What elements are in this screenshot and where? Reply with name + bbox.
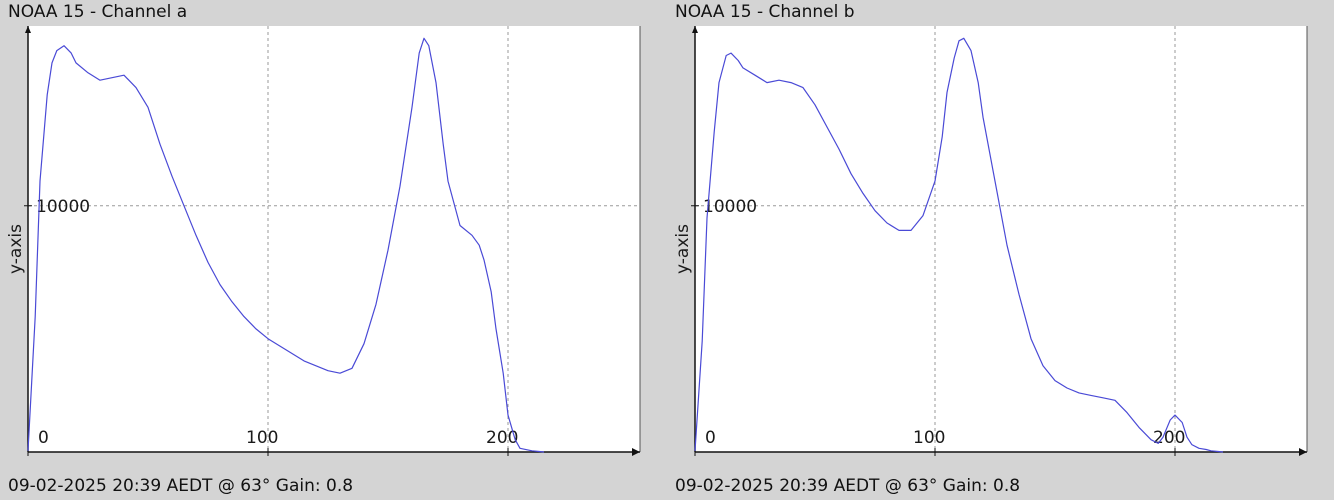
x-axis-arrow xyxy=(632,448,640,456)
x-tick-label: 200 xyxy=(486,428,518,448)
x-tick-label: 0 xyxy=(705,428,716,448)
x-tick-label: 100 xyxy=(246,428,278,448)
plot-background xyxy=(28,26,640,452)
y-axis-arrow xyxy=(692,26,698,33)
y-tick-label: 10000 xyxy=(703,197,757,217)
x-tick-label: 0 xyxy=(38,428,49,448)
plot-background xyxy=(695,26,1307,452)
status-line: 09-02-2025 20:39 AEDT @ 63° Gain: 0.8 xyxy=(675,476,1021,496)
series-line xyxy=(27,37,545,453)
y-axis-label: y-axis xyxy=(6,224,26,274)
chart-title: NOAA 15 - Channel a xyxy=(8,2,188,22)
chart-panel-b: NOAA 15 - Channel b 0 100 200 10000 y-axis 0… xyxy=(667,0,1334,500)
y-axis-arrow xyxy=(25,26,31,33)
series-line xyxy=(694,37,1224,453)
status-line: 09-02-2025 20:39 AEDT @ 63° Gain: 0.8 xyxy=(8,476,354,496)
x-tick-label: 200 xyxy=(1153,428,1185,448)
plot-area-a: 0 100 200 10000 y-axis xyxy=(6,26,641,456)
x-axis-arrow xyxy=(1299,448,1307,456)
plot-area-b: 0 100 200 10000 y-axis xyxy=(673,26,1308,456)
chart-title: NOAA 15 - Channel b xyxy=(675,2,855,22)
chart-panel-a: NOAA 15 - Channel a 0 100 200 10000 y-axis 0… xyxy=(6,2,641,496)
x-tick-label: 100 xyxy=(913,428,945,448)
y-axis-label: y-axis xyxy=(673,224,693,274)
y-tick-label: 10000 xyxy=(36,197,90,217)
